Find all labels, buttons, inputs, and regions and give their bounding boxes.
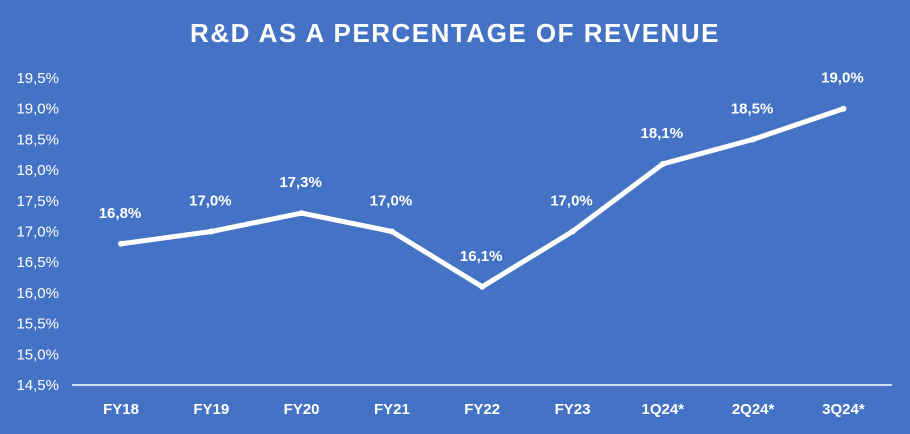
data-point [208, 228, 215, 235]
x-tick-label: FY20 [284, 401, 320, 418]
data-point [479, 283, 486, 290]
x-tick-label: FY19 [193, 401, 229, 418]
x-tick-label: FY18 [103, 401, 139, 418]
data-point [388, 228, 395, 235]
data-point [659, 160, 666, 167]
y-tick-label: 15,5% [16, 316, 59, 333]
y-tick-label: 17,5% [16, 193, 59, 210]
x-tick-label: FY22 [464, 401, 500, 418]
y-tick-label: 18,5% [16, 131, 59, 148]
x-tick-label: 2Q24* [732, 401, 775, 418]
data-label: 18,1% [641, 125, 684, 142]
data-point [840, 105, 847, 112]
y-tick-label: 18,0% [16, 162, 59, 179]
y-tick-label: 15,0% [16, 346, 59, 363]
data-point [750, 136, 757, 143]
data-label: 17,3% [279, 174, 322, 191]
x-tick-label: FY21 [374, 401, 410, 418]
x-tick-label: 1Q24* [642, 401, 685, 418]
data-point [569, 228, 576, 235]
data-point [298, 210, 305, 217]
data-point [118, 240, 124, 247]
y-tick-label: 14,5% [16, 377, 59, 394]
data-label: 19,0% [821, 70, 864, 87]
chart-title: R&D AS A PERCENTAGE OF REVENUE [190, 18, 720, 48]
data-label: 17,0% [550, 193, 593, 210]
y-tick-label: 16,0% [16, 285, 59, 302]
y-tick-label: 19,5% [16, 70, 59, 87]
data-label: 17,0% [370, 193, 413, 210]
data-label: 16,1% [460, 248, 503, 265]
data-label: 17,0% [189, 193, 232, 210]
x-tick-label: 3Q24* [822, 401, 865, 418]
y-tick-label: 16,5% [16, 254, 59, 271]
data-label: 18,5% [731, 100, 774, 117]
x-tick-label: FY23 [555, 401, 591, 418]
data-label: 16,8% [99, 205, 142, 222]
y-tick-label: 19,0% [16, 101, 59, 118]
y-tick-label: 17,0% [16, 224, 59, 241]
